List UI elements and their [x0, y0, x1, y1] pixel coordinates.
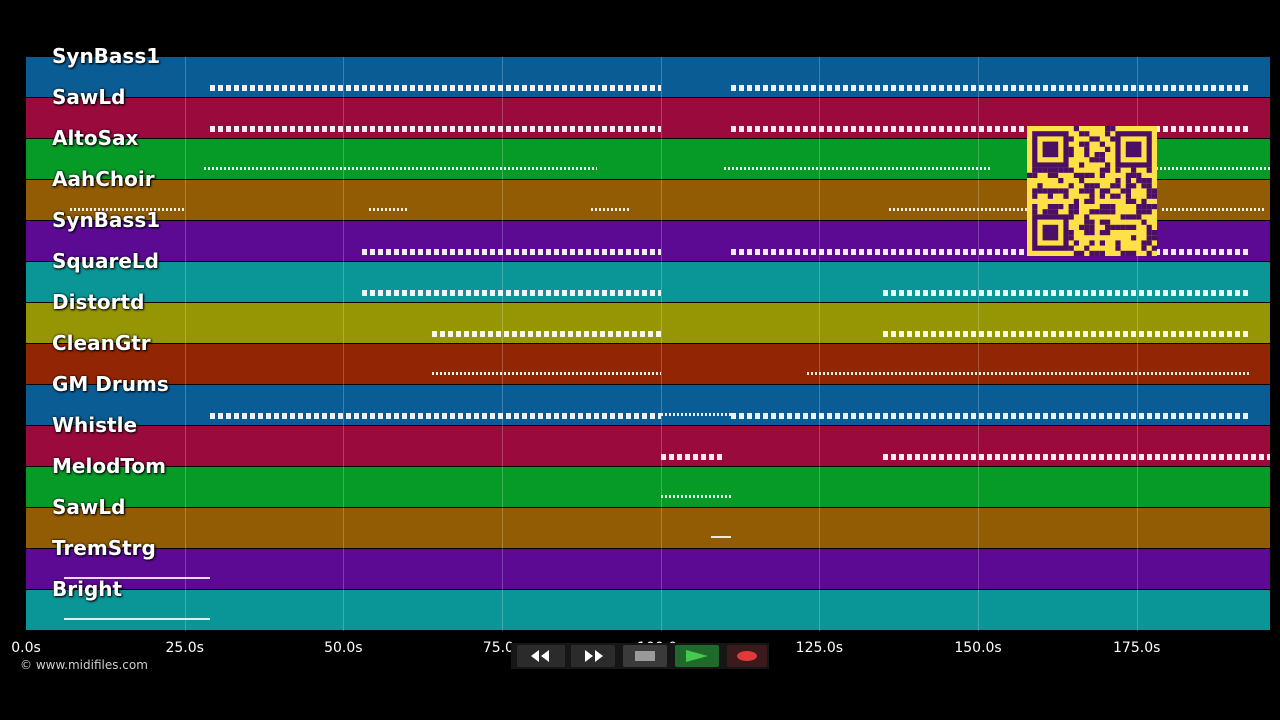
- note-run: [660, 495, 731, 498]
- note-run: [882, 454, 1270, 460]
- note-run: [806, 372, 1251, 375]
- gridline: [1136, 57, 1138, 631]
- time-tick-label: 0.0s: [11, 640, 41, 656]
- track-lane[interactable]: [26, 385, 1270, 425]
- gridline: [502, 57, 504, 631]
- track-label: Bright: [52, 577, 123, 601]
- note-run: [362, 290, 661, 296]
- time-tick-label: 175.0s: [1113, 640, 1161, 656]
- note-run: [210, 126, 661, 132]
- track-label: SynBass1: [52, 208, 161, 232]
- note-run: [70, 208, 185, 211]
- note-run: [730, 85, 1251, 91]
- note-run: [882, 290, 1251, 296]
- rewind-button[interactable]: [517, 645, 565, 667]
- track-lane[interactable]: [26, 590, 1270, 630]
- qr-code: [1027, 126, 1157, 256]
- fast-forward-icon: [585, 650, 603, 662]
- time-tick-label: 25.0s: [165, 640, 204, 656]
- note-run: [711, 536, 731, 538]
- time-tick-label: 125.0s: [795, 640, 844, 656]
- gridline: [978, 57, 980, 631]
- note-run: [64, 618, 211, 620]
- stop-icon: [635, 651, 655, 661]
- note-run: [730, 413, 1251, 419]
- track-label: CleanGtr: [52, 331, 151, 355]
- note-run: [368, 208, 407, 211]
- note-run: [1162, 208, 1264, 211]
- note-run: [362, 249, 661, 255]
- time-tick-label: 50.0s: [324, 640, 363, 656]
- note-run: [203, 167, 598, 170]
- note-run: [730, 126, 1251, 132]
- record-button[interactable]: [727, 645, 767, 667]
- note-run: [730, 249, 1251, 255]
- play-icon: [686, 650, 708, 662]
- track-lane[interactable]: [26, 467, 1270, 507]
- note-run: [64, 577, 211, 579]
- track-label: GM Drums: [52, 372, 169, 396]
- rewind-icon: [531, 650, 549, 662]
- track-label: SawLd: [52, 495, 126, 519]
- gridline: [343, 57, 345, 631]
- note-run: [724, 167, 991, 170]
- fast-forward-button[interactable]: [571, 645, 615, 667]
- track-label: AltoSax: [52, 126, 139, 150]
- note-run: [210, 85, 661, 91]
- time-tick-label: 150.0s: [954, 640, 1002, 656]
- track-lane[interactable]: [26, 508, 1270, 548]
- gridline: [660, 57, 662, 631]
- gridline: [819, 57, 821, 631]
- stop-button[interactable]: [623, 645, 667, 667]
- track-lane[interactable]: [26, 57, 1270, 97]
- copyright-text: © www.midifiles.com: [20, 658, 148, 672]
- track-lane[interactable]: [26, 344, 1270, 384]
- note-run: [432, 372, 661, 375]
- track-label: Whistle: [52, 413, 138, 437]
- track-label: AahChoir: [52, 167, 155, 191]
- track-label: TremStrg: [52, 536, 156, 560]
- transport-controls: [511, 643, 769, 669]
- track-lane[interactable]: [26, 549, 1270, 589]
- note-run: [882, 331, 1251, 337]
- play-button[interactable]: [675, 645, 719, 667]
- note-run: [889, 208, 1029, 211]
- track-label: SynBass1: [52, 44, 161, 68]
- gridline: [184, 57, 186, 631]
- note-run: [1155, 167, 1270, 170]
- track-label: MelodTom: [52, 454, 166, 478]
- track-label: SquareLd: [52, 249, 159, 273]
- record-icon: [737, 651, 757, 661]
- track-lane[interactable]: [26, 426, 1270, 466]
- track-label: SawLd: [52, 85, 126, 109]
- track-label: Distortd: [52, 290, 145, 314]
- note-run: [590, 208, 629, 211]
- note-run: [432, 331, 661, 337]
- track-lane[interactable]: [26, 303, 1270, 343]
- note-run: [210, 413, 661, 419]
- note-run: [660, 413, 731, 416]
- note-run: [660, 454, 725, 460]
- track-lane[interactable]: [26, 262, 1270, 302]
